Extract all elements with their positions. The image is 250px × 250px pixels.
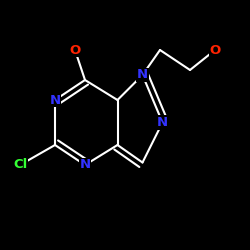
Text: N: N bbox=[80, 158, 90, 172]
Text: O: O bbox=[210, 44, 221, 57]
Text: N: N bbox=[157, 116, 168, 129]
Text: N: N bbox=[137, 68, 148, 82]
Text: N: N bbox=[50, 94, 60, 106]
Text: Cl: Cl bbox=[13, 158, 27, 172]
Text: O: O bbox=[70, 44, 80, 57]
